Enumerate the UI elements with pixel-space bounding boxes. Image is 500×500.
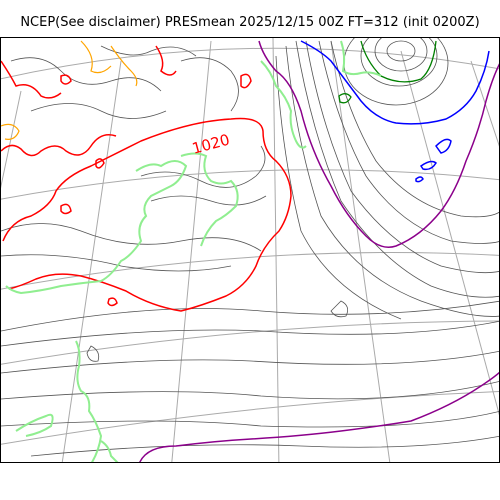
- coastlines: [5, 40, 382, 462]
- isobar: [139, 371, 499, 462]
- isobar-1020-north: [107, 297, 118, 307]
- isobar: [30, 103, 167, 119]
- meridian-line: [171, 40, 212, 462]
- isobar-1020-main: [2, 117, 292, 312]
- isobar: [295, 40, 499, 298]
- isobars-purple: [139, 40, 499, 462]
- isobar: [386, 40, 416, 62]
- isobar: [330, 40, 499, 218]
- coastline: [5, 160, 188, 295]
- isobar: [80, 40, 112, 74]
- coastline: [100, 440, 119, 462]
- isobar: [1, 300, 499, 332]
- coastline: [15, 413, 54, 437]
- isobar: [419, 160, 437, 171]
- coastline: [75, 340, 103, 462]
- isobar: [1, 350, 499, 374]
- isobar: [140, 145, 266, 188]
- isobar: [374, 38, 428, 72]
- meridian-line: [400, 50, 499, 416]
- isobar-1020-north: [240, 73, 252, 89]
- isobar: [10, 57, 162, 92]
- map-title: NCEP(See disclaimer) PRESmean 2025/12/15…: [20, 15, 480, 30]
- isobars-green: [338, 40, 437, 104]
- isobar-1020-coast: [1, 134, 117, 157]
- meridian-line: [272, 38, 280, 462]
- isobar: [305, 40, 499, 274]
- meridian-line: [330, 40, 391, 462]
- latitude-line: [1, 252, 499, 290]
- latitude-line: [1, 169, 499, 200]
- coastline: [260, 60, 307, 149]
- coastline: [340, 40, 382, 77]
- isobar: [86, 345, 100, 362]
- map-frame: 1020: [0, 37, 500, 463]
- isobar: [1, 411, 499, 428]
- isobar: [1, 254, 232, 272]
- isobar: [318, 40, 499, 244]
- isobar: [338, 93, 352, 104]
- meridian-line: [470, 60, 499, 147]
- isobar: [100, 45, 197, 57]
- isobar: [360, 38, 438, 87]
- isobar: [275, 55, 402, 320]
- isobar-1020-north: [1, 60, 62, 99]
- isobars-blue: [300, 40, 490, 183]
- isobar-label-1020: 1020: [190, 130, 232, 157]
- isobar: [330, 300, 349, 318]
- graticule: [1, 38, 499, 462]
- isobar: [300, 40, 490, 125]
- isobar: [1, 381, 499, 400]
- isobar: [30, 435, 499, 457]
- isobar: [435, 138, 452, 154]
- isobar: [1, 123, 20, 140]
- isobars-orange: [1, 40, 138, 140]
- isobar: [360, 40, 437, 83]
- latitude-line: [1, 47, 499, 80]
- isobar: [180, 57, 239, 112]
- pressure-map: 1020: [1, 38, 499, 462]
- isobar: [110, 45, 138, 87]
- isobar: [1, 320, 499, 347]
- isobar-1020: [1, 45, 292, 312]
- isobar: [150, 195, 267, 206]
- latitude-line: [1, 390, 499, 445]
- isobar-1020-north: [60, 74, 72, 85]
- isobar: [258, 40, 499, 248]
- latitude-line: [1, 320, 499, 365]
- isobar: [1, 223, 262, 252]
- isobars-thin: [1, 38, 499, 457]
- isobar: [415, 176, 424, 183]
- isobar-1020-north: [60, 203, 72, 215]
- isobar-1020-north: [95, 158, 105, 169]
- isobar: [343, 38, 449, 106]
- coastline: [180, 152, 239, 247]
- isobar-1020-north: [155, 45, 177, 76]
- meridian-line: [1, 90, 22, 189]
- meridian-line: [61, 60, 122, 462]
- isobar: [285, 45, 499, 317]
